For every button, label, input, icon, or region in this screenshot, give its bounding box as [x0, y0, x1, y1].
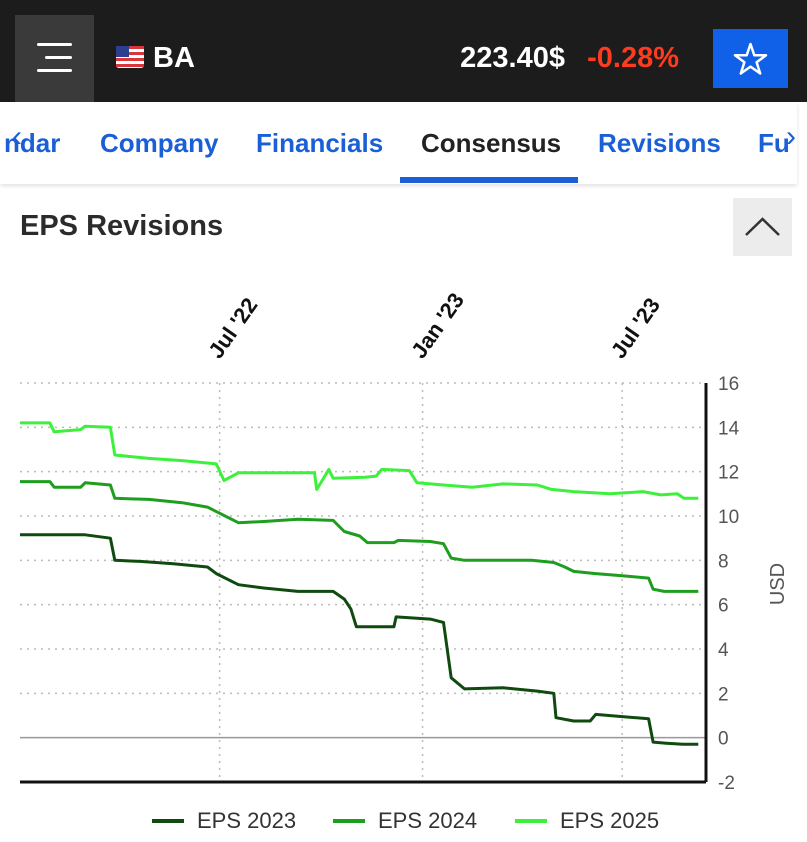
legend-label: EPS 2025: [560, 808, 660, 833]
y-tick-label: -2: [718, 773, 735, 794]
tab-calendar[interactable]: ndar: [4, 128, 61, 158]
y-tick-label: 8: [718, 551, 729, 572]
y-tick-label: 4: [718, 640, 729, 661]
y-tick-label: 12: [718, 463, 739, 484]
tab-company[interactable]: Company: [100, 128, 219, 158]
stock-price: 223.40$: [460, 42, 565, 74]
tab-bar: ‹ ndar Company Financials Consensus Revi…: [0, 102, 797, 184]
us-flag-icon: [116, 46, 144, 68]
tab-financials[interactable]: Financials: [256, 128, 384, 158]
price-change: -0.28%: [587, 42, 679, 74]
series-line-eps-2023: [20, 533, 699, 746]
active-tab-indicator: [400, 177, 578, 183]
legend-label: EPS 2023: [197, 808, 297, 833]
watchlist-button[interactable]: [713, 29, 788, 88]
ticker-symbol: BA: [153, 42, 195, 74]
legend-swatch: [515, 819, 547, 823]
tab-consensus[interactable]: Consensus: [421, 128, 562, 158]
y-tick-label: 0: [718, 729, 729, 750]
x-tick-label: Jan '23: [406, 288, 469, 363]
chevron-right-icon[interactable]: ›: [786, 120, 796, 153]
series-line-eps-2024: [20, 480, 699, 593]
eps-revisions-chart: Jul '22 Jan '23 Jul '23 USD 16 14 12 10 8 6 4 2 0 -…: [20, 288, 789, 794]
series-line-eps-2025: [20, 421, 699, 500]
star-icon: [733, 42, 768, 75]
x-tick-label: Jul '22: [203, 293, 262, 363]
tab-revisions[interactable]: Revisions: [598, 128, 721, 158]
hamburger-icon-line: [37, 43, 72, 46]
y-tick-label: 16: [718, 374, 739, 395]
chevron-left-icon[interactable]: ‹: [12, 120, 22, 153]
chevron-up-icon: [745, 217, 780, 236]
hamburger-icon-line: [45, 56, 72, 59]
collapse-button[interactable]: [733, 198, 792, 256]
y-axis-label: USD: [767, 563, 789, 605]
app-header: BA 223.40$ -0.28%: [0, 0, 807, 102]
y-tick-label: 6: [718, 596, 729, 617]
menu-button[interactable]: [15, 15, 94, 102]
x-tick-label: Jul '23: [606, 293, 665, 363]
y-tick-label: 2: [718, 684, 729, 705]
legend-swatch: [152, 819, 184, 823]
legend-label: EPS 2024: [378, 808, 478, 833]
section-title: EPS Revisions: [20, 210, 224, 242]
tab-fundamentals[interactable]: Fu: [758, 128, 790, 158]
hamburger-icon-line: [37, 69, 72, 72]
legend-swatch: [333, 819, 365, 823]
y-tick-label: 14: [718, 418, 740, 439]
y-tick-label: 10: [718, 507, 739, 528]
